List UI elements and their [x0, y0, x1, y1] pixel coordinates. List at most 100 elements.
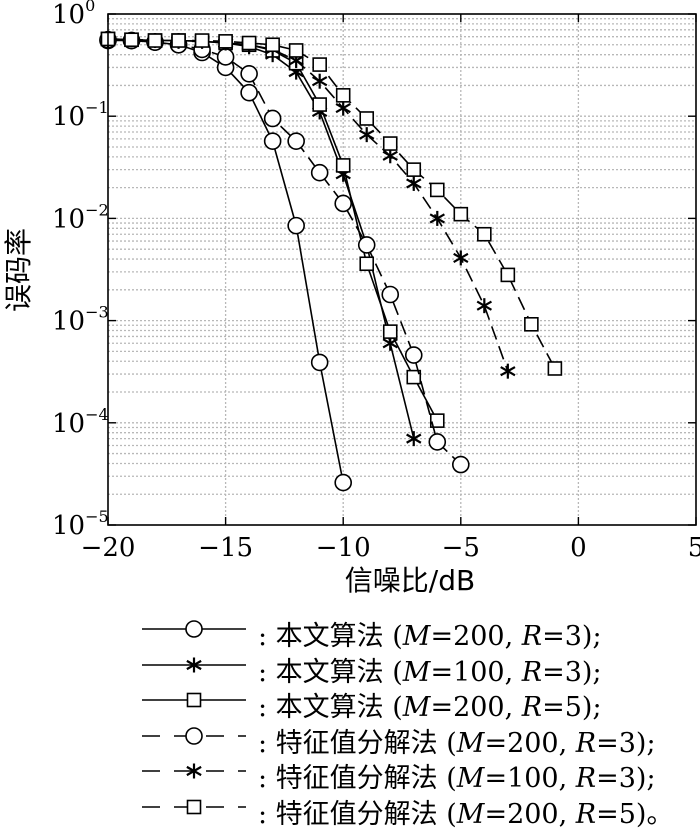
data-point-square	[382, 324, 398, 339]
legend-item: : 本文算法 (M=100, R=3);	[140, 646, 695, 688]
marker-stroke	[186, 765, 202, 777]
x-tick-label: −15	[198, 533, 253, 563]
legend-label: : 特征值分解法 (M=200, R=3);	[258, 727, 656, 759]
data-point-circle	[428, 433, 447, 451]
y-tick-label: 10−1	[52, 98, 109, 132]
data-point-square	[453, 206, 469, 222]
legend-sample	[142, 726, 246, 745]
y-tick-label: 10−2	[52, 200, 109, 234]
data-point-circle	[334, 194, 353, 213]
y-tick-label: 10−3	[52, 303, 109, 337]
data-point-circle	[381, 285, 400, 304]
legend-sample	[142, 657, 246, 672]
legend-label: : 特征值分解法 (M=200, R=5)。	[258, 798, 674, 830]
data-point-circle	[216, 48, 235, 66]
data-point-square	[429, 413, 445, 428]
data-point-star	[312, 73, 328, 89]
marker-stroke	[335, 103, 351, 114]
legend-marker-circle	[185, 620, 203, 638]
grid-lines	[108, 14, 696, 525]
data-point-square	[429, 182, 445, 198]
data-point-square	[359, 256, 375, 272]
data-point-circle	[451, 455, 470, 474]
data-point-square	[524, 317, 539, 332]
data-point-circle	[334, 473, 353, 492]
data-point-star	[500, 363, 516, 379]
data-point-square	[406, 162, 422, 177]
data-point-square	[477, 226, 492, 242]
legend-item: : 特征值分解法 (M=200, R=5)。	[140, 788, 695, 830]
data-point-star	[335, 100, 351, 116]
plot-frame	[107, 13, 697, 526]
legend-item: : 特征值分解法 (M=200, R=3);	[140, 717, 695, 759]
data-point-circle	[287, 216, 305, 235]
data-point-square	[312, 57, 327, 72]
marker-stroke	[500, 366, 516, 377]
series-line	[107, 38, 556, 369]
legend-item: : 本文算法 (M=200, R=5);	[140, 681, 695, 723]
legend-marker-star	[186, 763, 202, 779]
data-point-star	[429, 210, 445, 226]
y-tick-label: 100	[52, 0, 95, 30]
marker-stroke	[476, 300, 492, 311]
legend-item: : 本文算法 (M=200, R=3);	[140, 610, 695, 652]
data-point-star	[406, 431, 422, 447]
data-point-circle	[240, 64, 258, 83]
data-point-square	[194, 33, 210, 48]
marker-stroke	[382, 150, 398, 161]
legend-label: : 特征值分解法 (M=100, R=3);	[258, 763, 656, 794]
x-tick-label: −20	[81, 533, 136, 563]
marker-stroke	[429, 213, 445, 224]
data-point-circle	[240, 83, 258, 102]
data-point-square	[547, 361, 563, 376]
data-point-square	[500, 267, 516, 283]
data-point-star	[453, 250, 469, 266]
legend: : 本文算法 (M=200, R=3); : 本文算法 (M=100, R=3)…	[140, 610, 695, 830]
legend-item: : 特征值分解法 (M=100, R=3);	[140, 752, 695, 794]
data-point-square	[406, 369, 422, 385]
marker-stroke	[406, 433, 422, 444]
data-point-star	[359, 127, 375, 143]
legend-marker-circle	[185, 726, 203, 745]
marker-stroke	[453, 252, 469, 264]
marker-stroke	[186, 659, 202, 670]
data-point-square	[147, 33, 163, 48]
data-point-square	[171, 33, 186, 48]
x-tick-label: −5	[442, 533, 480, 563]
data-point-square	[288, 43, 304, 58]
series-line	[107, 38, 439, 421]
legend-label: : 本文算法 (M=100, R=3);	[258, 656, 602, 688]
data-point-star	[406, 175, 422, 191]
series-layer	[99, 30, 563, 492]
legend-marker-square	[186, 692, 202, 708]
data-point-square	[382, 136, 398, 151]
marker-stroke	[288, 55, 304, 66]
x-tick-label: 5	[688, 533, 700, 563]
data-point-square	[335, 88, 351, 103]
ber-chart: −20 −15 −10 −5 0 5 100 10−1 10−2 10−3 10−4 10−5 信噪比…	[2, 0, 700, 597]
data-point-circle	[310, 353, 329, 372]
legend-marker-star	[186, 657, 202, 672]
marker-stroke	[406, 178, 422, 189]
legend-sample	[142, 620, 246, 638]
data-point-circle	[263, 109, 282, 128]
data-point-square	[359, 111, 375, 126]
data-point-square	[265, 37, 280, 53]
x-tick-label: 0	[570, 533, 587, 563]
legend-sample	[142, 763, 246, 779]
data-point-square	[124, 32, 139, 48]
marker-stroke	[312, 76, 328, 87]
data-point-circle	[357, 236, 376, 254]
legend-sample	[142, 799, 246, 814]
series-3	[100, 31, 445, 428]
data-point-square	[218, 34, 233, 49]
series-6	[100, 31, 563, 376]
legend-sample	[142, 692, 246, 708]
legend-label: : 本文算法 (M=200, R=5);	[258, 692, 602, 723]
series-line	[108, 38, 509, 372]
x-tick-label: −10	[316, 533, 371, 563]
data-point-circle	[263, 132, 282, 150]
x-axis-label: 信噪比/dB	[345, 564, 475, 597]
y-tick-label: 10−5	[52, 507, 109, 541]
data-point-circle	[310, 163, 329, 182]
